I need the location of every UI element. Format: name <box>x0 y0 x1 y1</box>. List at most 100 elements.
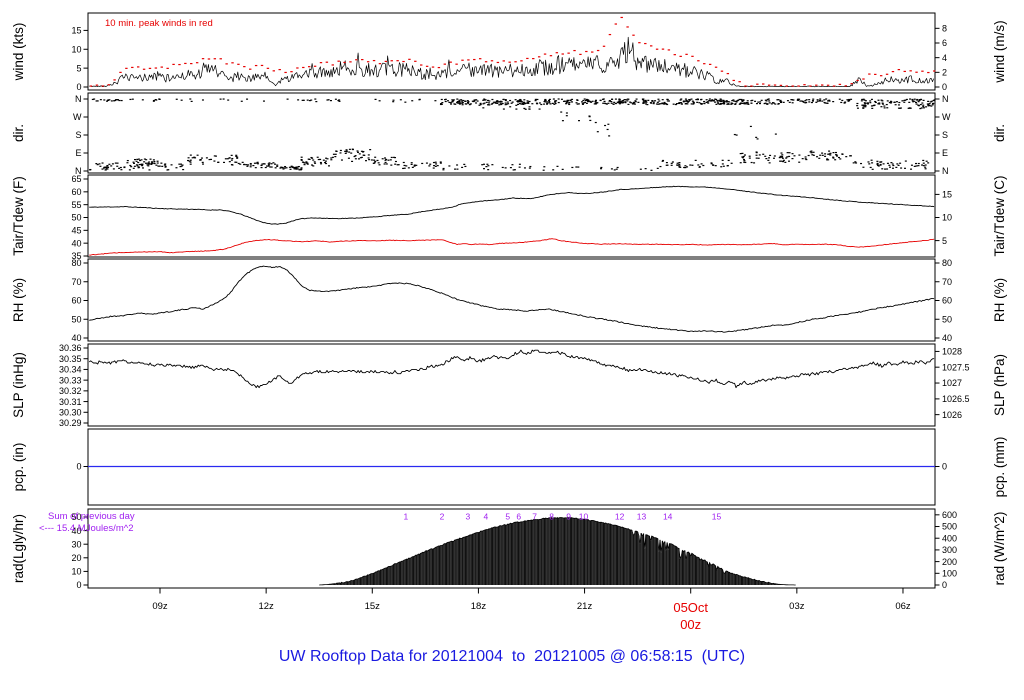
wind-peak-dot <box>349 61 352 63</box>
wind-dir-point <box>922 99 925 101</box>
wind-dir-point <box>808 101 811 103</box>
wind-dir-point <box>931 102 934 105</box>
wind-dir-point <box>876 163 879 166</box>
wind-dir-point <box>798 98 801 100</box>
wind-dir-point <box>522 101 525 104</box>
wind-dir-point <box>697 98 700 101</box>
wind-peak-dot <box>767 84 771 86</box>
rad-sum-note-line1: Sum of previous day <box>48 511 135 522</box>
wind-dir-point <box>897 107 900 109</box>
wind-dir-point <box>557 98 560 100</box>
wind-dir-point <box>512 169 515 171</box>
y-tick-label: 4 <box>942 53 947 63</box>
wind-dir-point <box>201 161 204 164</box>
wind-peak-dot <box>508 61 511 63</box>
wind-dir-point <box>921 164 924 166</box>
y-tick-label: 60 <box>71 187 81 197</box>
wind-dir-point <box>91 98 94 101</box>
wind-dir-point <box>351 148 354 150</box>
x-tick-label: 06z <box>895 601 911 612</box>
wind-dir-point <box>691 100 694 102</box>
panel-slp-yaxis: 30.2930.3030.3130.3230.3330.3430.3530.36… <box>59 343 970 428</box>
wind-dir-point <box>891 167 894 169</box>
axis-title-right-rh: RH (%) <box>992 278 1007 322</box>
wind-dir-point <box>260 164 263 166</box>
panel-rad-series <box>319 517 796 586</box>
wind-dir-point <box>405 165 408 167</box>
wind-dir-point <box>666 164 669 166</box>
wind-dir-point <box>576 103 579 105</box>
wind-dir-point <box>339 149 342 152</box>
wind-dir-point <box>425 162 428 164</box>
wind-dir-point <box>901 100 904 102</box>
wind-dir-point <box>560 111 563 113</box>
wind-dir-point <box>743 103 746 105</box>
wind-dir-point <box>194 157 197 159</box>
wind-dir-point <box>444 98 447 100</box>
wind-dir-point <box>882 163 885 165</box>
wind-dir-point <box>531 103 534 105</box>
wind-peak-dot <box>573 49 576 52</box>
wind-dir-point <box>461 104 464 106</box>
wind-dir-point <box>868 163 871 165</box>
wind-peak-dot <box>649 45 653 47</box>
wind-dir-point <box>722 102 725 104</box>
wind-dir-point <box>390 156 393 159</box>
wind-dir-point <box>815 101 818 103</box>
wind-dir-point <box>642 102 645 104</box>
wind-dir-point <box>326 158 329 160</box>
wind-dir-point <box>615 168 618 170</box>
wind-dir-point <box>690 103 693 105</box>
wind-dir-point <box>367 154 370 156</box>
wind-peak-note: 10 min. peak winds in red <box>105 18 213 29</box>
wind-dir-point <box>928 103 931 105</box>
wind-dir-point <box>624 102 627 104</box>
wind-dir-point <box>410 163 413 166</box>
y-tick-label: W <box>73 112 82 122</box>
wind-dir-point <box>918 99 921 101</box>
wind-dir-point <box>449 102 452 104</box>
wind-dir-point <box>658 100 661 102</box>
wind-dir-point <box>469 103 472 105</box>
wind-dir-point <box>804 158 807 160</box>
wind-dir-point <box>764 99 767 101</box>
wind-dir-point <box>919 103 922 106</box>
wind-dir-point <box>403 164 406 167</box>
y-tick-label: 30.29 <box>59 418 82 428</box>
wind-dir-point <box>523 103 526 105</box>
wind-dir-point <box>751 99 754 101</box>
wind-dir-point <box>821 100 824 102</box>
wind-dir-point <box>682 100 685 102</box>
wind-dir-point <box>908 101 911 103</box>
panel-tair-box <box>87 174 936 258</box>
wind-dir-point <box>917 101 920 103</box>
wind-dir-point <box>608 99 611 102</box>
wind-dir-point <box>359 157 362 159</box>
wind-dir-point <box>844 101 847 103</box>
y-tick-label: 60 <box>71 296 81 306</box>
wind-dir-point <box>571 98 574 101</box>
wind-dir-point <box>553 103 556 105</box>
wind-dir-point <box>644 99 647 102</box>
wind-dir-point <box>479 102 482 104</box>
wind-dir-point <box>686 103 689 105</box>
wind-dir-point <box>561 120 564 122</box>
wind-peak-dot <box>490 60 494 62</box>
wind-dir-point <box>832 152 835 154</box>
wind-dir-point <box>730 162 733 164</box>
wind-peak-dot <box>272 70 276 72</box>
wind-dir-point <box>759 102 762 105</box>
wind-peak-dot <box>384 60 388 63</box>
y-tick-label: 15 <box>942 190 952 200</box>
wind-peak-dot <box>714 66 718 68</box>
wind-dir-point <box>208 158 211 161</box>
wind-dir-point <box>735 134 738 136</box>
wind-dir-point <box>755 157 758 159</box>
wind-dir-point <box>768 157 771 159</box>
wind-dir-point <box>274 163 277 165</box>
wind-dir-point <box>494 101 497 103</box>
wind-dir-point <box>228 157 231 159</box>
wind-dir-point <box>741 102 744 104</box>
wind-dir-point <box>292 166 295 168</box>
